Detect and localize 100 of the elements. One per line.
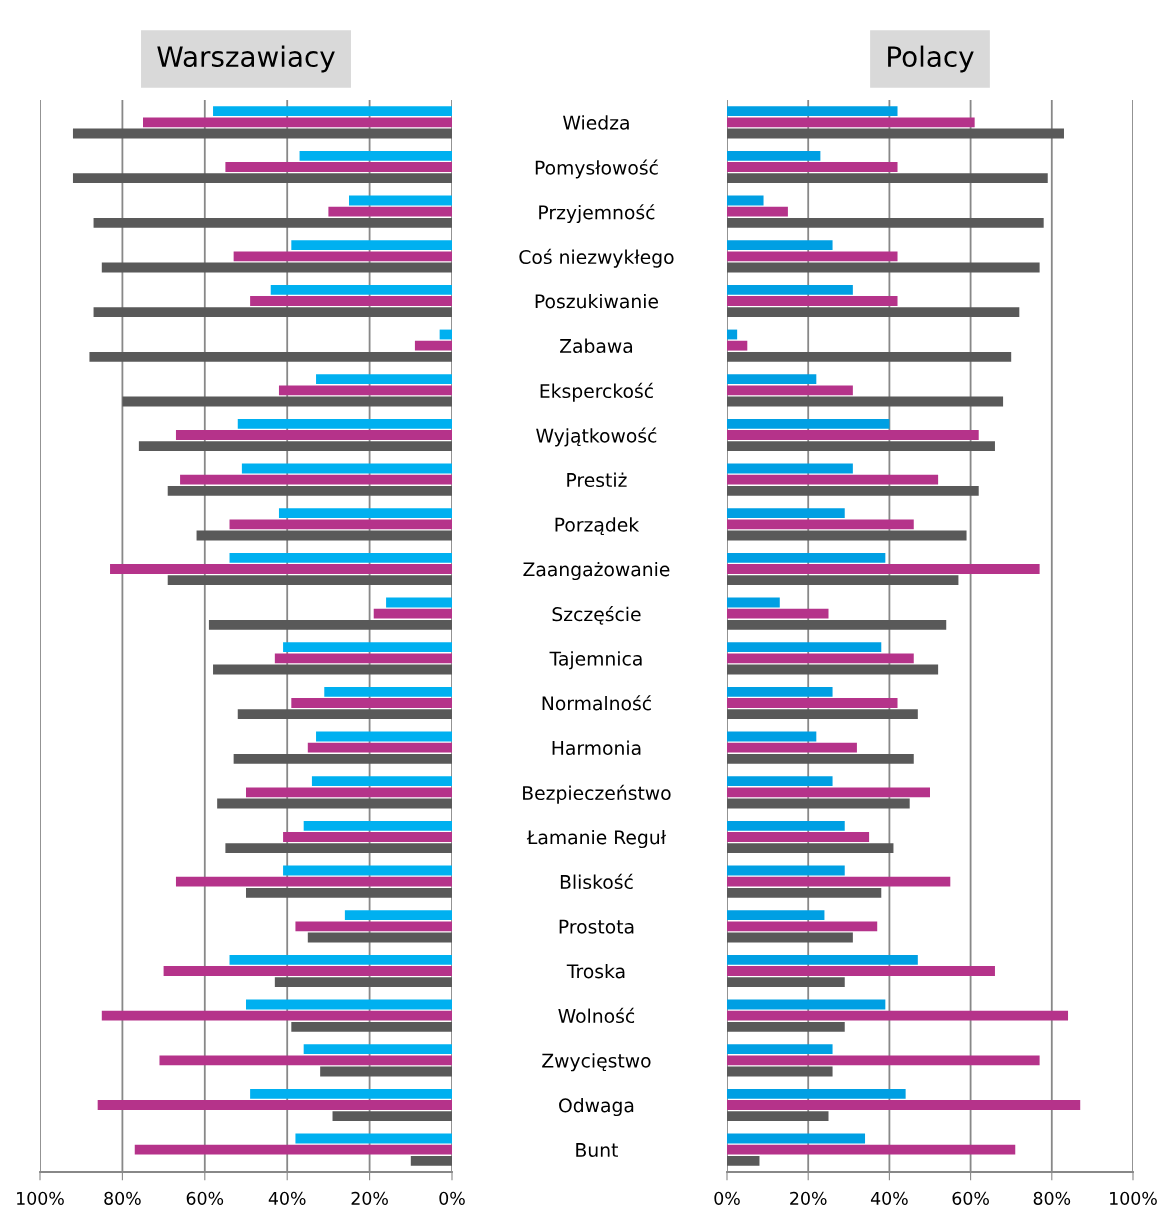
- y-tick-label: Bunt: [576, 1143, 618, 1158]
- bar: [217, 798, 452, 809]
- bar: [727, 262, 1040, 273]
- y-tick-label: Zaangażowanie: [523, 561, 670, 581]
- bar: [727, 385, 853, 396]
- bar: [246, 999, 452, 1010]
- bar: [727, 608, 829, 619]
- chart-title: Polacy: [888, 45, 974, 73]
- bar: [727, 430, 979, 440]
- y-tick-label: Troska: [566, 963, 625, 979]
- bar: [727, 173, 1048, 184]
- bar: [727, 575, 959, 586]
- bar: [97, 1100, 452, 1110]
- bar: [373, 608, 452, 619]
- bar: [727, 206, 788, 217]
- y-tick-label: Wiedza: [563, 115, 629, 130]
- x-tick-label: 40%: [870, 1191, 908, 1205]
- bar: [727, 1066, 833, 1077]
- y-tick-label: Bezpieczeństwo: [523, 784, 671, 804]
- bar: [727, 508, 845, 519]
- y-tick-label: Prestiż: [567, 472, 627, 488]
- bar: [295, 921, 452, 932]
- bar: [274, 653, 452, 664]
- bar: [727, 653, 914, 664]
- bar: [727, 106, 898, 117]
- bar: [727, 296, 898, 306]
- bar: [163, 966, 452, 976]
- bar: [727, 776, 833, 787]
- bar: [410, 1155, 452, 1166]
- bar: [278, 385, 452, 396]
- bar: [278, 508, 452, 519]
- bar: [134, 1144, 452, 1155]
- bar: [311, 776, 452, 787]
- bar: [727, 686, 833, 697]
- bar: [93, 307, 452, 318]
- bar: [324, 686, 452, 697]
- bar: [233, 753, 452, 764]
- x-tick-label: 80%: [1033, 1191, 1071, 1205]
- bar: [727, 619, 947, 630]
- bar: [727, 832, 870, 842]
- y-tick-label: Eksperckość: [540, 382, 653, 402]
- y-tick-label: Tajemnica: [549, 651, 642, 670]
- bar: [101, 262, 452, 273]
- bar: [727, 921, 878, 932]
- bar: [225, 162, 452, 172]
- bar: [196, 530, 452, 541]
- bar: [727, 887, 882, 898]
- y-tick-label: Wyjątkowość: [536, 427, 657, 447]
- bar: [727, 441, 995, 452]
- bar: [233, 251, 452, 262]
- bar: [316, 374, 452, 385]
- bar: [727, 418, 890, 429]
- x-tick-label: 100%: [1110, 1191, 1157, 1205]
- bar: [727, 284, 853, 295]
- bar: [303, 820, 452, 831]
- bar: [727, 474, 939, 485]
- bar: [138, 441, 452, 452]
- bar: [270, 284, 452, 295]
- bar: [213, 664, 452, 675]
- y-tick-label: Odwaga: [559, 1097, 634, 1117]
- bar: [727, 1100, 1081, 1110]
- bar: [89, 351, 452, 362]
- bar: [246, 787, 452, 798]
- x-tick-label: 40%: [268, 1191, 306, 1205]
- bar: [727, 1010, 1069, 1021]
- bar: [237, 709, 452, 720]
- bar: [727, 1044, 833, 1055]
- bar: [727, 787, 930, 798]
- y-tick-label: Przyjemność: [539, 204, 655, 224]
- bar: [328, 206, 452, 217]
- y-tick-label: Zwycięstwo: [542, 1053, 651, 1072]
- bar: [237, 418, 452, 429]
- bar: [332, 1111, 452, 1122]
- bar: [727, 664, 939, 675]
- bar: [727, 954, 918, 965]
- x-tick-label: 0%: [714, 1191, 740, 1205]
- bar: [122, 396, 452, 407]
- x-tick-label: 80%: [104, 1191, 141, 1205]
- bar: [307, 742, 452, 753]
- x-tick-label: 60%: [952, 1191, 989, 1205]
- y-tick-label: Wolność: [558, 1007, 635, 1024]
- bar: [727, 1133, 866, 1144]
- bar: [727, 1021, 845, 1032]
- bar: [727, 307, 1020, 318]
- bar: [349, 195, 452, 206]
- bar: [316, 731, 452, 742]
- bar: [727, 195, 764, 206]
- y-tick-label: Bliskość: [560, 873, 633, 890]
- bar: [291, 698, 452, 708]
- y-tick-label: Harmonia: [552, 740, 641, 756]
- bar: [727, 485, 979, 496]
- bar: [229, 954, 452, 965]
- bar: [727, 1144, 1016, 1155]
- x-tick-label: 20%: [351, 1191, 388, 1205]
- x-tick-label: 100%: [17, 1191, 64, 1205]
- bar: [213, 106, 452, 117]
- bar: [727, 530, 967, 541]
- bar: [208, 619, 452, 630]
- y-tick-label: Łamanie Reguł: [526, 829, 667, 849]
- bar: [72, 128, 452, 139]
